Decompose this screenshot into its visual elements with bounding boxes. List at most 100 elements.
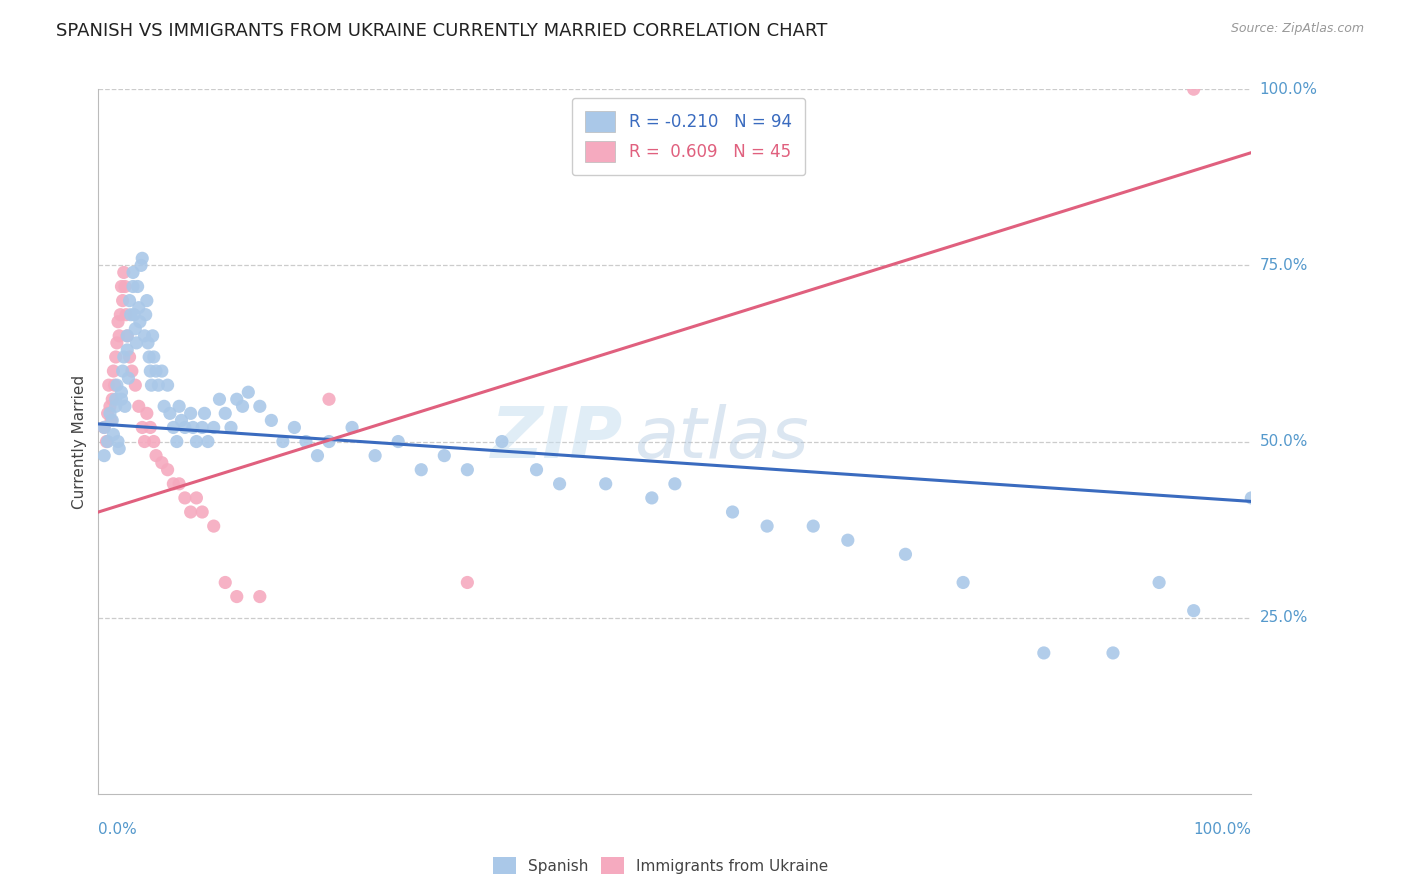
Point [110,385,132,400]
Point [131,420,153,434]
Point [491,434,513,449]
Point [117,371,139,385]
Point [118,350,141,364]
Point [156,378,179,392]
Point [135,406,157,420]
Point [153,399,176,413]
Point [180,505,202,519]
Point [101,413,124,427]
Legend: R = -0.210   N = 94, R =  0.609   N = 45: R = -0.210 N = 94, R = 0.609 N = 45 [572,97,804,176]
Point [136,335,159,350]
Point [318,434,340,449]
Point [112,265,135,279]
Point [128,301,150,315]
Point [122,279,145,293]
Point [104,392,127,407]
Point [202,519,225,533]
Point [340,420,363,434]
Point [225,590,247,604]
Text: ZIP: ZIP [491,403,623,473]
Point [134,434,156,449]
Point [307,449,329,463]
Point [93,420,115,434]
Point [93,420,115,434]
Point [456,575,478,590]
Point [111,364,134,378]
Point [193,406,215,420]
Point [110,392,132,407]
Point [104,350,127,364]
Point [260,413,283,427]
Point [156,463,179,477]
Point [641,491,664,505]
Point [93,449,115,463]
Point [214,406,236,420]
Point [894,547,917,561]
Point [387,434,409,449]
Point [150,364,173,378]
Point [150,456,173,470]
Point [112,350,135,364]
Point [548,476,571,491]
Point [103,378,125,392]
Point [139,420,162,434]
Text: 75.0%: 75.0% [1260,258,1308,273]
Legend: Spanish, Immigrants from Ukraine: Spanish, Immigrants from Ukraine [486,851,835,880]
Point [127,279,149,293]
Point [1147,575,1170,590]
Point [318,392,340,407]
Point [162,476,184,491]
Point [411,463,433,477]
Point [202,420,225,434]
Point [103,364,125,378]
Point [664,476,686,491]
Point [120,308,142,322]
Point [214,575,236,590]
Point [225,392,247,407]
Point [456,463,478,477]
Point [108,328,131,343]
Text: Source: ZipAtlas.com: Source: ZipAtlas.com [1230,22,1364,36]
Point [142,328,165,343]
Text: 25.0%: 25.0% [1260,610,1308,625]
Point [114,399,136,413]
Point [180,406,202,420]
Text: 50.0%: 50.0% [1260,434,1308,449]
Point [238,385,260,400]
Point [105,335,128,350]
Point [186,491,208,505]
Point [117,328,138,343]
Text: 0.0%: 0.0% [98,822,138,837]
Point [111,293,134,308]
Text: atlas: atlas [634,403,808,473]
Point [595,476,617,491]
Point [138,350,160,364]
Point [104,399,127,413]
Point [110,279,132,293]
Point [145,364,167,378]
Point [219,420,242,434]
Point [174,420,197,434]
Point [174,491,197,505]
Point [1102,646,1125,660]
Point [124,322,146,336]
Point [101,392,124,407]
Point [166,434,188,449]
Y-axis label: Currently Married: Currently Married [72,375,87,508]
Point [128,399,150,413]
Point [107,315,129,329]
Point [249,399,271,413]
Point [100,413,122,427]
Point [117,343,138,357]
Point [1240,491,1263,505]
Point [837,533,859,548]
Point [191,420,214,434]
Text: 100.0%: 100.0% [1194,822,1251,837]
Point [283,420,305,434]
Point [1182,604,1205,618]
Point [131,252,153,266]
Point [96,434,118,449]
Point [122,308,145,322]
Point [231,399,254,413]
Point [121,364,143,378]
